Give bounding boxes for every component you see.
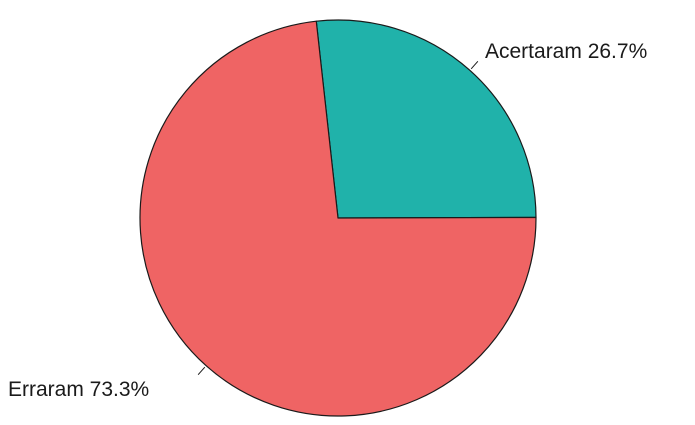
pie-slices bbox=[139, 19, 537, 417]
leader-line-erraram bbox=[197, 366, 206, 375]
slice-label-erraram: Erraram 73.3% bbox=[8, 378, 149, 401]
slice-label-acertaram: Acertaram 26.7% bbox=[485, 40, 647, 63]
label-leaders bbox=[197, 61, 479, 375]
pie-slice-acertaram bbox=[315, 19, 537, 219]
leader-line-acertaram bbox=[470, 61, 479, 70]
pie-slice-erraram bbox=[139, 20, 537, 417]
